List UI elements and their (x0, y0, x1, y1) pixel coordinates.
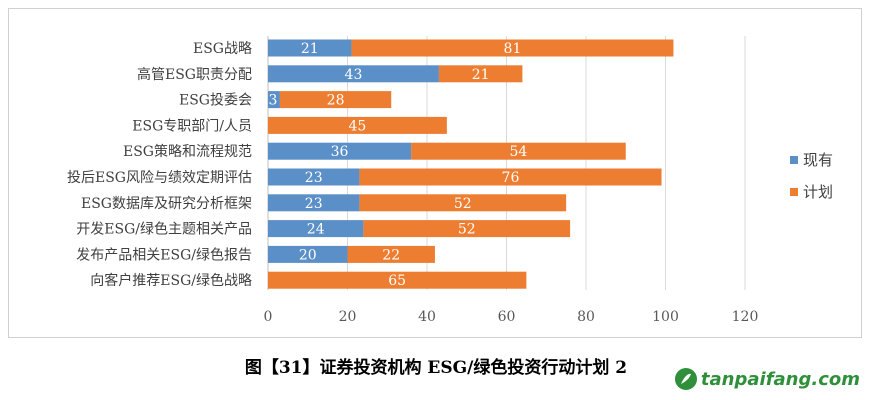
category-label: ESG策略和流程规范 (123, 143, 252, 160)
data-label: 52 (454, 196, 472, 212)
bar-existing (268, 168, 360, 186)
category-label: 向客户推荐ESG/绿色战略 (90, 272, 252, 289)
x-tick-label: 20 (339, 309, 357, 325)
legend-swatch (790, 188, 798, 196)
bar-planned (359, 168, 662, 186)
data-label: 76 (502, 170, 520, 186)
bar-chart: 0 20 40 60 80 100 120 ESG战略 21 81 高管ESG职责分配 43 21 ESG… (67, 36, 833, 325)
category-label: 开发ESG/绿色主题相关产品 (76, 221, 252, 238)
x-tick-label: 120 (732, 309, 759, 325)
x-tick-label: 60 (498, 309, 516, 325)
data-label: 23 (305, 170, 323, 186)
bar-existing (268, 39, 352, 57)
category-label: ESG战略 (193, 41, 252, 57)
category-label: 投后ESG风险与绩效定期评估 (67, 170, 252, 186)
data-label: 24 (307, 222, 325, 238)
bar-planned (347, 245, 435, 263)
bar-existing (268, 142, 412, 160)
data-label: 54 (510, 144, 528, 160)
data-label: 81 (504, 41, 522, 57)
data-label: 28 (327, 93, 345, 109)
bar-existing (268, 220, 364, 238)
bar-planned (268, 271, 527, 289)
watermark-text: tanpaifang.com (700, 368, 860, 390)
legend-label: 现有 (803, 151, 833, 169)
data-label: 65 (388, 273, 406, 289)
data-label: 20 (299, 247, 317, 263)
bar-planned (351, 39, 674, 57)
bar-planned (438, 65, 523, 83)
x-tick-label: 40 (418, 309, 436, 325)
bar-planned (411, 142, 626, 160)
data-label: 52 (458, 222, 476, 238)
data-label: 36 (331, 144, 349, 160)
data-label: 21 (472, 67, 490, 83)
x-tick-label: 100 (652, 309, 679, 325)
data-label: 23 (305, 196, 323, 212)
bar-existing (268, 91, 280, 109)
legend-swatch (790, 156, 798, 164)
category-label: ESG投委会 (179, 93, 252, 109)
watermark-logo-icon (674, 368, 697, 390)
data-label: 45 (349, 118, 367, 134)
bar-existing (268, 194, 360, 212)
bar-planned (359, 194, 567, 212)
data-label: 3 (269, 93, 278, 109)
bar-planned (268, 116, 447, 134)
x-tick-label: 80 (577, 309, 595, 325)
x-tick-label: 0 (264, 309, 273, 325)
category-label: 发布产品相关ESG/绿色报告 (76, 246, 252, 263)
data-label: 22 (382, 247, 400, 263)
figure-caption: 图【31】证券投资机构 ESG/绿色投资行动计划 2 (244, 358, 628, 378)
bar-existing (268, 245, 348, 263)
bar-existing (268, 65, 439, 83)
data-label: 21 (301, 41, 319, 57)
category-label: 高管ESG职责分配 (137, 66, 252, 83)
bar-planned (279, 91, 392, 109)
data-label: 43 (345, 67, 363, 83)
bar-planned (363, 220, 571, 238)
legend-label: 计划 (803, 183, 833, 201)
category-label: ESG专职部门/人员 (132, 118, 252, 134)
watermark: tanpaifang.com (674, 366, 860, 392)
category-label: ESG数据库及研究分析框架 (81, 196, 252, 212)
